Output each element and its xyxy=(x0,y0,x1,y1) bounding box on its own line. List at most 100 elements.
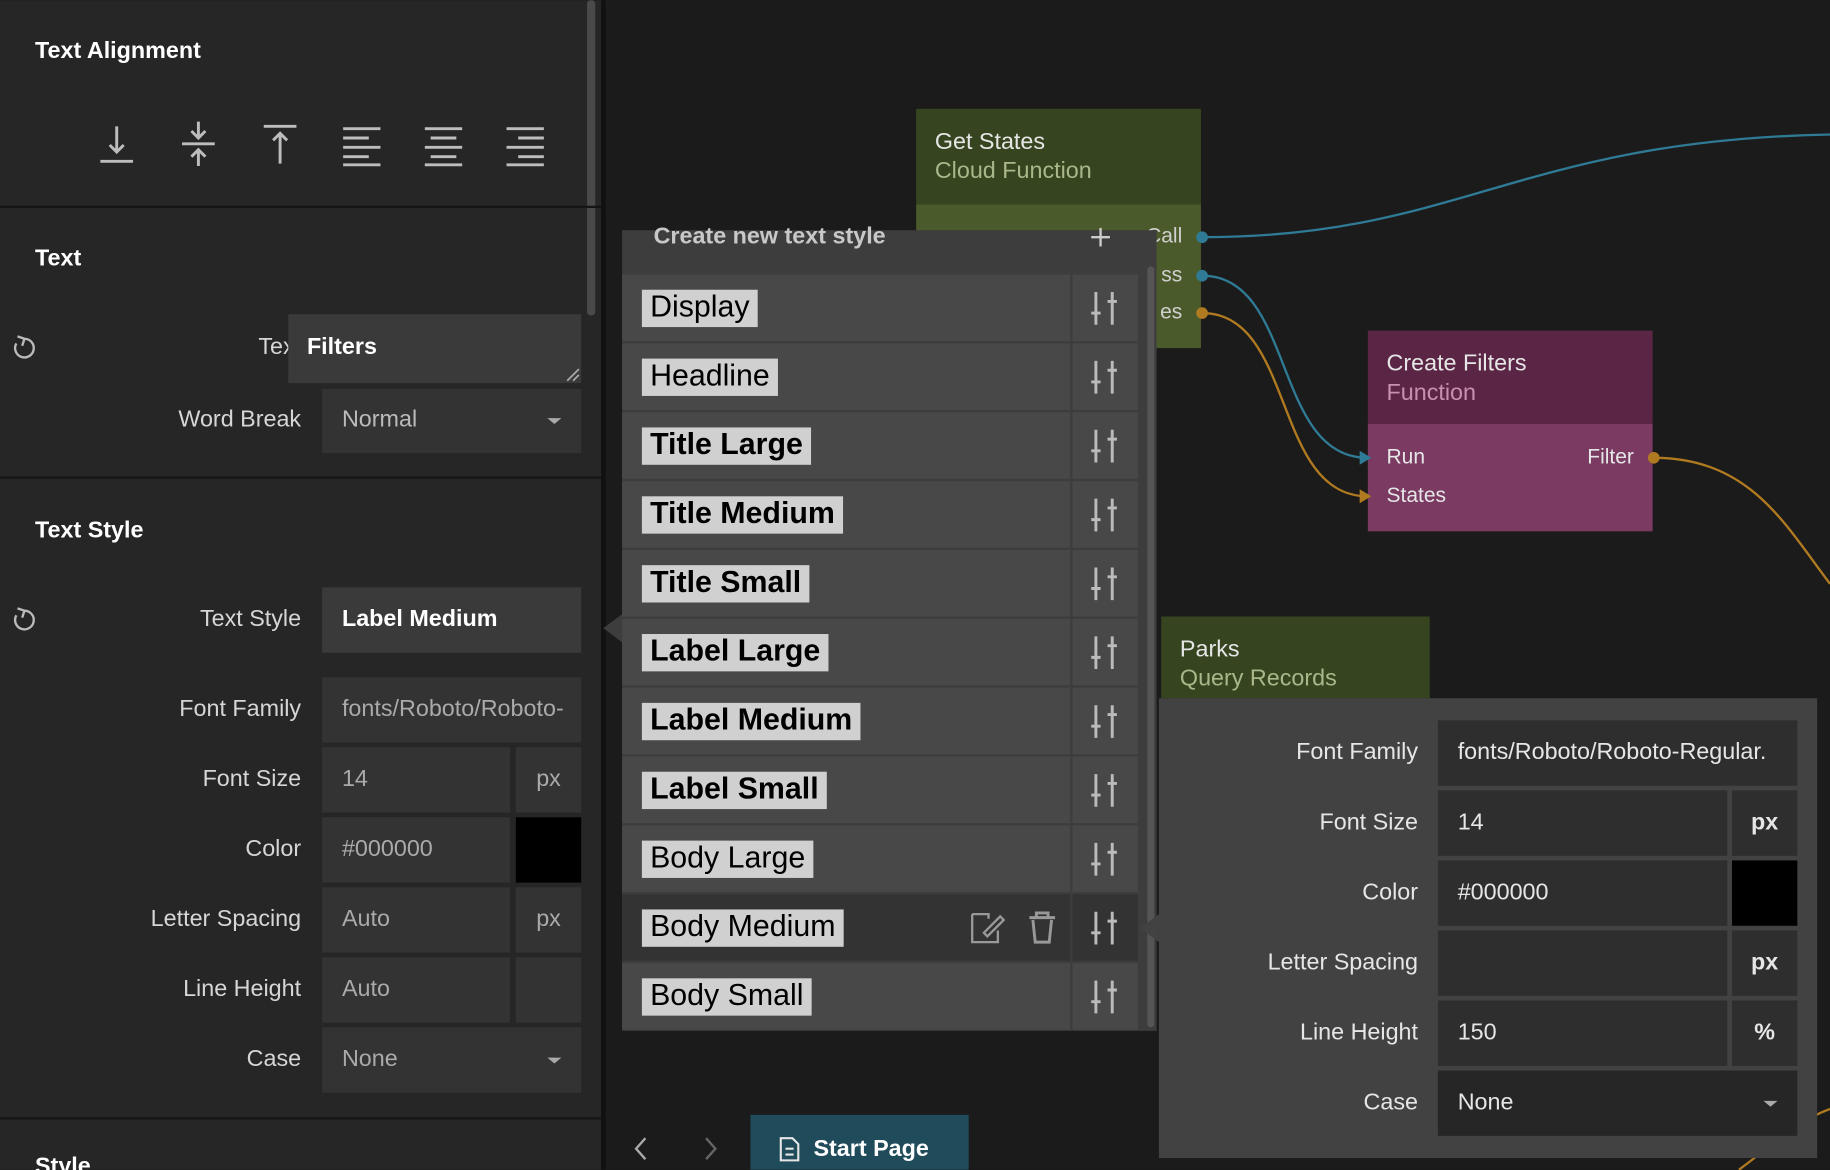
item-label-bg xyxy=(641,565,810,603)
align-icon[interactable] xyxy=(506,127,544,167)
item-label-bg xyxy=(641,978,812,1016)
item-label-bg xyxy=(641,289,758,328)
item-label-bg xyxy=(641,634,829,672)
item-label-bg xyxy=(641,702,861,741)
node-header[interactable] xyxy=(1161,616,1430,699)
tab-label: Start Page xyxy=(813,1135,928,1161)
field-label: Color xyxy=(1362,878,1418,904)
settings-icon[interactable] xyxy=(1091,429,1117,463)
field-input[interactable] xyxy=(322,587,582,653)
settings-icon[interactable] xyxy=(1091,636,1117,670)
menu-item-tool[interactable] xyxy=(1072,481,1138,548)
section-title: Style xyxy=(35,1153,91,1170)
field-input[interactable] xyxy=(322,957,511,1023)
node-title: Get States xyxy=(935,128,1045,154)
dropdown[interactable] xyxy=(322,388,582,454)
item-label-bg xyxy=(641,840,814,878)
port-label: es xyxy=(1160,301,1182,324)
field-value: Normal xyxy=(342,406,417,432)
menu-item-label: Label Medium xyxy=(650,704,852,737)
settings-icon[interactable] xyxy=(1091,567,1117,601)
field-input[interactable] xyxy=(1437,1000,1728,1066)
field-value: Auto xyxy=(342,975,390,1001)
menu-pointer xyxy=(603,614,623,643)
connection xyxy=(1653,456,1830,585)
field-label: Letter Spacing xyxy=(1268,948,1418,974)
field-label: Line Height xyxy=(183,975,302,1001)
field-input[interactable] xyxy=(322,817,511,883)
field-input[interactable] xyxy=(322,887,511,953)
section-title: Text xyxy=(35,245,81,271)
align-icon[interactable] xyxy=(100,126,134,163)
align-icon[interactable] xyxy=(182,121,215,167)
field-input[interactable] xyxy=(322,677,582,743)
popup-pointer xyxy=(1140,914,1159,943)
menu-item-label: Body Large xyxy=(650,841,805,874)
menu-scrollbar xyxy=(1147,266,1155,1028)
field-input[interactable] xyxy=(1437,1070,1798,1136)
settings-icon[interactable] xyxy=(1091,705,1117,738)
reset-icon[interactable] xyxy=(13,335,35,359)
item-label-bg xyxy=(641,427,812,465)
unit: % xyxy=(1754,1018,1775,1044)
field-input[interactable] xyxy=(1437,720,1798,786)
unit-box xyxy=(515,957,582,1023)
port xyxy=(1359,450,1372,465)
unit-box xyxy=(1731,860,1798,926)
settings-icon[interactable] xyxy=(1091,980,1117,1014)
item-label-bg xyxy=(641,358,778,396)
field-input[interactable] xyxy=(1437,790,1728,856)
field-input[interactable] xyxy=(322,747,511,813)
node-title: Parks xyxy=(1180,636,1240,662)
settings-icon[interactable] xyxy=(1091,911,1117,945)
field-label: Text Style xyxy=(200,605,301,631)
field-label: Case xyxy=(1364,1088,1418,1114)
text-input[interactable] xyxy=(288,314,582,384)
menu-item-tool[interactable] xyxy=(1072,963,1138,1030)
reset-icon[interactable] xyxy=(13,607,35,631)
node-header[interactable] xyxy=(916,108,1201,205)
menu-item-tool[interactable] xyxy=(1072,825,1138,892)
field-input[interactable] xyxy=(1437,860,1728,926)
align-icon[interactable] xyxy=(343,127,381,167)
nav-back[interactable] xyxy=(634,1137,647,1160)
field-input[interactable] xyxy=(1437,930,1728,996)
settings-icon[interactable] xyxy=(1091,498,1117,532)
port xyxy=(1196,269,1208,282)
field-input[interactable] xyxy=(322,1027,582,1093)
menu-item-tool[interactable] xyxy=(1072,894,1138,961)
menu-item-tool[interactable] xyxy=(1072,687,1138,755)
menu-item-tool[interactable] xyxy=(1072,343,1138,410)
menu-item-label: Title Medium xyxy=(650,497,835,530)
align-icon[interactable] xyxy=(424,127,463,167)
separator xyxy=(0,476,602,479)
edit-icon[interactable] xyxy=(971,912,1006,944)
field-label: Letter Spacing xyxy=(151,905,301,931)
resize-grip xyxy=(566,368,580,382)
settings-icon[interactable] xyxy=(1091,360,1117,394)
menu-item-tool[interactable] xyxy=(1072,618,1138,686)
settings-icon[interactable] xyxy=(1091,842,1117,876)
menu-item-tool[interactable] xyxy=(1072,549,1138,617)
delete-icon[interactable] xyxy=(1029,911,1056,944)
menu-item-tool[interactable] xyxy=(1072,412,1138,479)
section-title: Text Alignment xyxy=(35,37,201,63)
port xyxy=(1196,307,1208,319)
menu-header: Create new text style xyxy=(654,222,886,248)
settings-icon[interactable] xyxy=(1091,774,1117,807)
unit-box xyxy=(1731,1000,1798,1066)
menu-item-label: Label Large xyxy=(650,635,820,668)
align-icon[interactable] xyxy=(263,124,297,164)
section-title: Text Style xyxy=(35,516,143,542)
menu-item-tool[interactable] xyxy=(1072,756,1138,824)
connection xyxy=(1202,311,1368,498)
nav-forward[interactable] xyxy=(705,1137,717,1160)
unit-box xyxy=(515,817,582,883)
node-header[interactable] xyxy=(1367,330,1653,424)
port-label: ss xyxy=(1161,263,1182,286)
field-value: Auto xyxy=(342,905,390,931)
settings-icon[interactable] xyxy=(1091,292,1117,325)
menu-item-tool[interactable] xyxy=(1072,274,1138,342)
port xyxy=(1359,489,1372,504)
add-icon[interactable] xyxy=(1091,227,1110,247)
